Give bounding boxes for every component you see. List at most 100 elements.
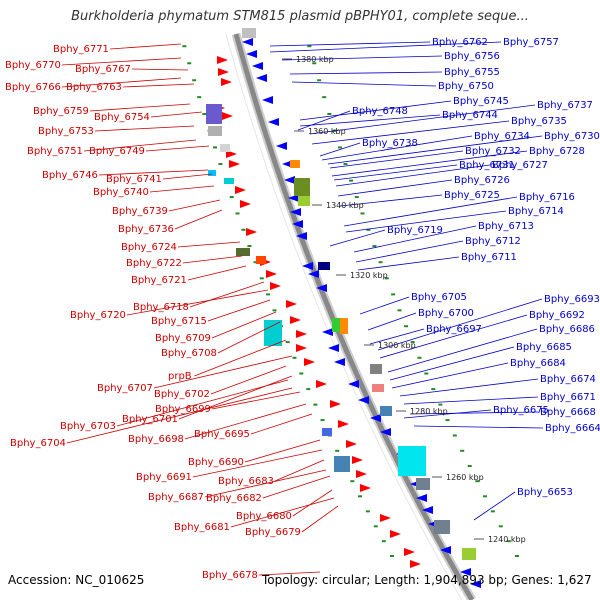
left-leader-line [194, 339, 287, 377]
right-leader-line [331, 150, 528, 177]
right-leader-line [377, 298, 543, 351]
inner-tick [202, 112, 207, 115]
left-gene-label: Bphy_6767 [75, 64, 131, 75]
forward-gene-arrow [352, 456, 363, 464]
left-gene-label: Bphy_6751 [27, 146, 83, 157]
left-gene-label: Bphy_6702 [154, 389, 210, 400]
left-gene-label: Bphy_6681 [174, 522, 230, 533]
left-leader-line [258, 571, 321, 576]
forward-gene-arrow [296, 330, 307, 338]
right-leader-line [269, 41, 502, 53]
forward-gene-arrow [338, 420, 349, 428]
reverse-gene-arrow [328, 344, 339, 352]
left-gene-label: Bphy_6709 [155, 333, 211, 344]
feature-block [236, 248, 250, 256]
forward-gene-arrow [235, 186, 246, 194]
right-gene-label: Bphy_6693 [544, 294, 600, 305]
right-gene-label: Bphy_6730 [544, 131, 600, 142]
left-leader-line [83, 139, 197, 152]
reverse-gene-arrow [252, 62, 263, 70]
left-gene-label: Bphy_6736 [118, 224, 174, 235]
outer-tick [317, 79, 322, 82]
right-leader-line [357, 256, 460, 271]
left-gene-label: Bphy_6704 [10, 438, 66, 449]
inner-tick [292, 356, 297, 359]
right-leader-line [403, 396, 539, 405]
left-gene-label: Bphy_6683 [218, 476, 274, 487]
left-gene-label: Bphy_6763 [66, 82, 122, 93]
right-gene-label: Bphy_6732 [465, 146, 521, 157]
scale-label: 1320 kbp [350, 271, 388, 280]
left-leader-line [187, 265, 247, 281]
outer-tick [354, 196, 359, 199]
forward-gene-arrow [316, 380, 327, 388]
outer-tick [404, 325, 409, 328]
right-leader-line [337, 179, 453, 197]
right-gene-label: Bphy_6757 [503, 37, 559, 48]
left-leader-line [116, 379, 289, 427]
inner-tick [182, 45, 187, 48]
reverse-gene-arrow [246, 50, 257, 58]
scale-label: 1260 kbp [446, 473, 484, 482]
right-leader-line [355, 240, 464, 263]
outer-tick [452, 434, 457, 437]
right-gene-label: Bphy_6668 [540, 407, 596, 418]
right-leader-line [327, 135, 543, 165]
right-gene-label: Bphy_6692 [529, 310, 585, 321]
inner-tick [253, 261, 258, 264]
right-gene-label: Bphy_6719 [387, 225, 443, 236]
reverse-gene-arrow [322, 328, 333, 336]
forward-gene-arrow [270, 282, 281, 290]
inner-tick [350, 480, 355, 483]
forward-gene-arrow [221, 78, 232, 86]
reverse-gene-arrow [416, 494, 427, 502]
left-gene-label: Bphy_6678 [202, 570, 258, 581]
right-leader-line [473, 491, 516, 521]
reverse-gene-arrow [284, 176, 295, 184]
feature-block [220, 144, 230, 152]
forward-gene-arrow [304, 358, 315, 366]
right-leader-line [291, 81, 437, 87]
forward-gene-arrow [266, 270, 277, 278]
right-gene-label: Bphy_6734 [474, 131, 530, 142]
left-leader-line [189, 281, 265, 308]
inner-tick [285, 341, 290, 344]
inner-tick [192, 79, 197, 82]
map-title: Burkholderia phymatum STM815 plasmid pBP… [71, 9, 529, 24]
right-gene-label: Bphy_6738 [362, 138, 418, 149]
feature-block [208, 170, 216, 176]
right-gene-label: Bphy_6748 [352, 106, 408, 117]
right-gene-label: Bphy_6686 [539, 324, 595, 335]
left-gene-label: Bphy_6690 [188, 457, 244, 468]
right-gene-label: Bphy_6728 [529, 146, 585, 157]
left-gene-label: Bphy_6680 [236, 511, 292, 522]
inner-tick [272, 309, 277, 312]
right-leader-line [329, 150, 464, 169]
left-gene-label: Bphy_6718 [133, 302, 189, 313]
right-leader-line [403, 409, 492, 419]
outer-tick [349, 179, 354, 182]
right-gene-label: Bphy_6727 [492, 160, 548, 171]
right-gene-label: Bphy_6653 [517, 487, 573, 498]
reverse-gene-arrow [308, 270, 319, 278]
right-gene-label: Bphy_6745 [453, 96, 509, 107]
reverse-gene-arrow [348, 380, 359, 388]
right-leader-line [343, 196, 518, 227]
left-gene-label: Bphy_6753 [38, 126, 94, 137]
outer-tick [391, 293, 396, 296]
outer-tick [475, 480, 480, 483]
left-leader-line [204, 469, 327, 498]
left-leader-line [94, 125, 195, 132]
forward-gene-arrow [218, 68, 229, 76]
feature-block [224, 178, 234, 184]
forward-gene-arrow [286, 300, 297, 308]
forward-gene-arrow [240, 200, 251, 208]
forward-gene-arrow [296, 344, 307, 352]
forward-gene-arrow [410, 560, 421, 568]
right-leader-line [367, 312, 417, 331]
outer-tick [360, 212, 365, 215]
feature-block [206, 104, 222, 124]
left-gene-label: Bphy_6722 [126, 258, 182, 269]
inner-tick [299, 372, 304, 375]
outer-tick [417, 356, 422, 359]
